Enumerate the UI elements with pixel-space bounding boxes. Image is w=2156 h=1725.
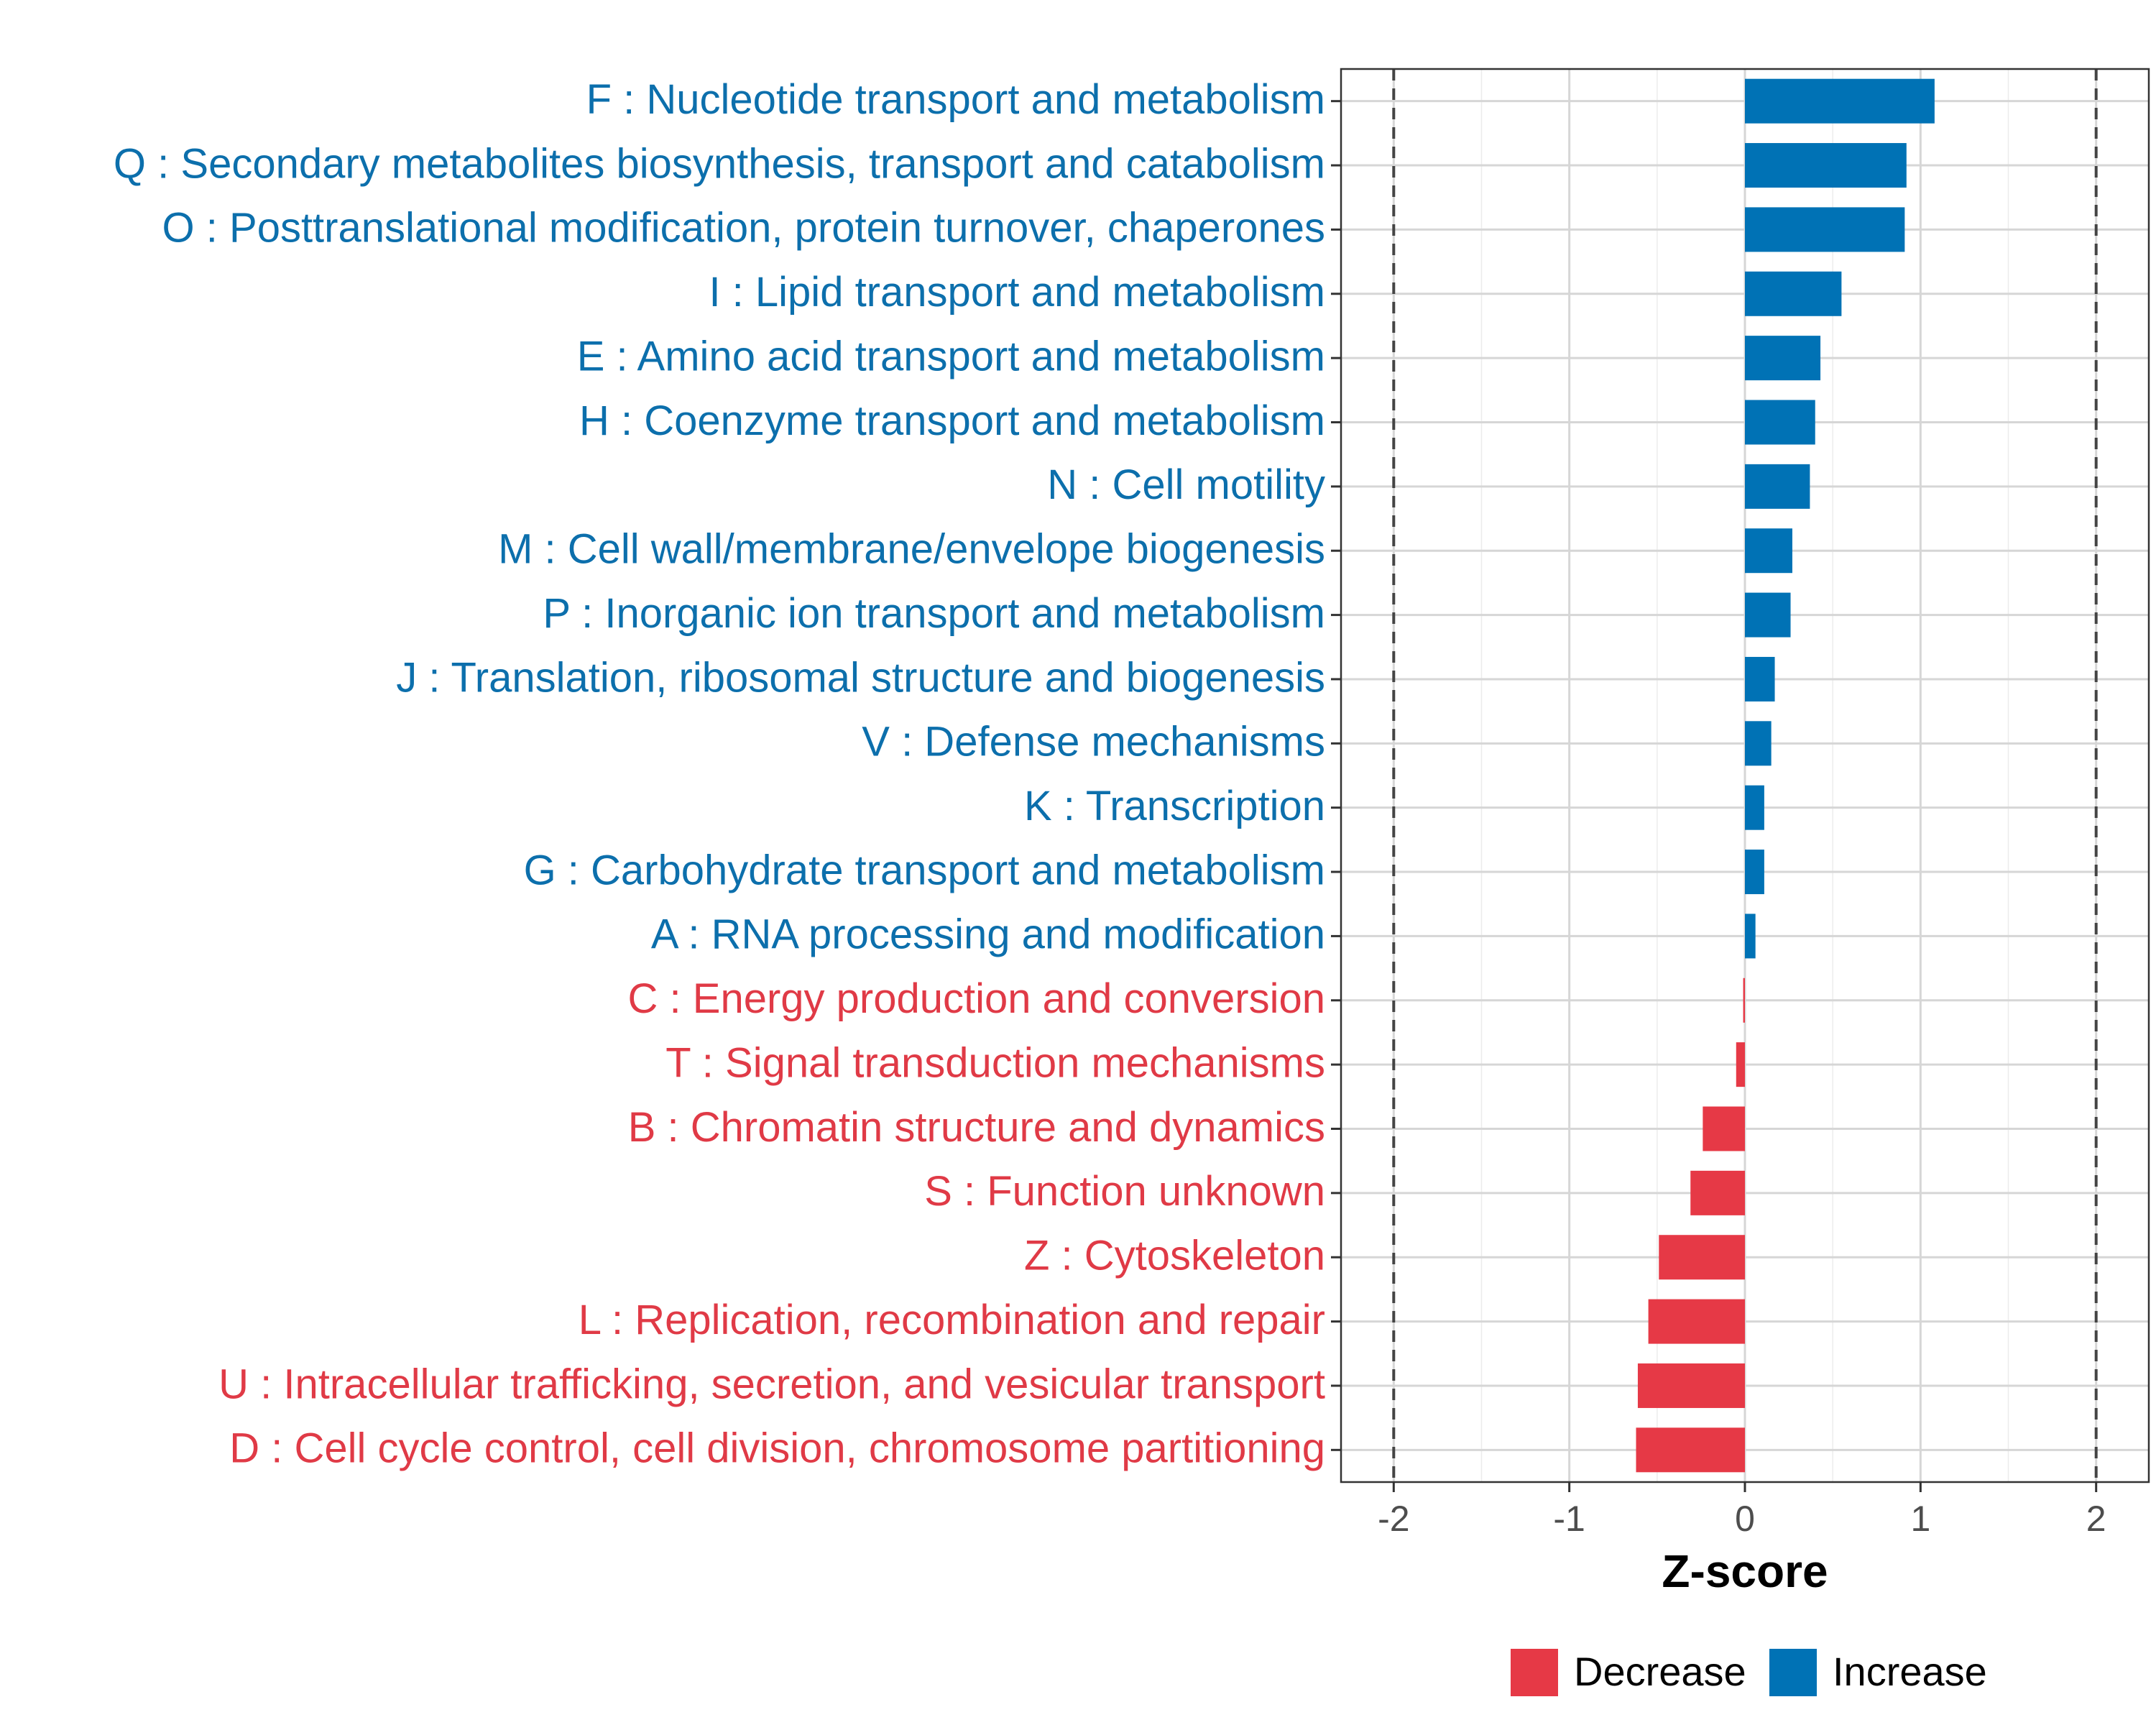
legend: Decrease Increase [1511,1649,1987,1696]
bar-increase [1745,914,1756,959]
bar-decrease [1637,1363,1745,1408]
legend-key-decrease [1511,1649,1558,1696]
bar-decrease [1743,978,1745,1023]
category-label: K : Transcription [1024,783,1325,829]
reference-lines [1392,69,2098,1482]
bar-increase [1745,78,1935,124]
bar-increase [1745,336,1821,381]
bar-decrease [1736,1042,1745,1087]
bars [1636,78,1935,1473]
category-label: C : Energy production and conversion [628,975,1325,1022]
category-label: I : Lipid transport and metabolism [709,269,1325,316]
category-label: Q : Secondary metabolites biosynthesis, … [114,140,1325,187]
x-tick-label: 2 [2086,1499,2106,1539]
bar-decrease [1648,1299,1745,1344]
category-label: U : Intracellular trafficking, secretion… [218,1361,1325,1407]
category-label: Z : Cytoskeleton [1024,1233,1325,1279]
bar-decrease [1659,1235,1745,1280]
x-tick-label: 1 [1910,1499,1930,1539]
category-label: D : Cell cycle control, cell division, c… [229,1425,1325,1472]
bar-increase [1745,271,1842,316]
x-tick-label: 0 [1735,1499,1755,1539]
category-label: J : Translation, ribosomal structure and… [396,654,1325,701]
x-axis-ticks: -2 -1 0 1 2 [1378,1482,2106,1539]
y-axis-ticks [1331,100,1341,1451]
bar-increase [1745,592,1791,638]
category-label: F : Nucleotide transport and metabolism [586,76,1325,123]
category-label: G : Carbohydrate transport and metabolis… [524,847,1325,893]
category-label: B : Chromatin structure and dynamics [628,1104,1325,1151]
category-label: E : Amino acid transport and metabolism [577,333,1325,380]
bar-decrease [1690,1170,1745,1215]
bar-increase [1745,143,1907,188]
category-label: O : Posttranslational modification, prot… [162,205,1325,252]
x-tick-label: -2 [1378,1499,1409,1539]
bar-increase [1745,721,1772,766]
bar-decrease [1703,1106,1745,1151]
bar-increase [1745,528,1792,574]
category-label: H : Coenzyme transport and metabolism [579,397,1325,444]
category-label: N : Cell motility [1047,461,1325,508]
legend-key-increase [1769,1649,1817,1696]
bar-increase [1745,464,1810,509]
bar-increase [1745,207,1905,252]
category-label: P : Inorganic ion transport and metaboli… [543,590,1325,637]
category-label: T : Signal transduction mechanisms [665,1039,1325,1086]
x-axis-title: Z-score [1662,1545,1828,1597]
bar-increase [1745,656,1775,702]
legend-label-decrease: Decrease [1574,1649,1746,1694]
bar-increase [1745,400,1815,445]
bar-decrease [1636,1427,1745,1473]
bar-increase [1745,850,1764,895]
category-label: S : Function unknown [924,1168,1325,1215]
x-tick-label: -1 [1553,1499,1585,1539]
category-label: L : Replication, recombination and repai… [579,1297,1325,1343]
category-label: V : Defense mechanisms [862,719,1325,765]
bar-increase [1745,785,1764,830]
category-labels: F : Nucleotide transport and metabolism Q… [114,76,1325,1472]
category-label: M : Cell wall/membrane/envelope biogenes… [498,526,1325,573]
legend-label-increase: Increase [1833,1649,1987,1694]
category-label: A : RNA processing and modification [651,911,1325,958]
